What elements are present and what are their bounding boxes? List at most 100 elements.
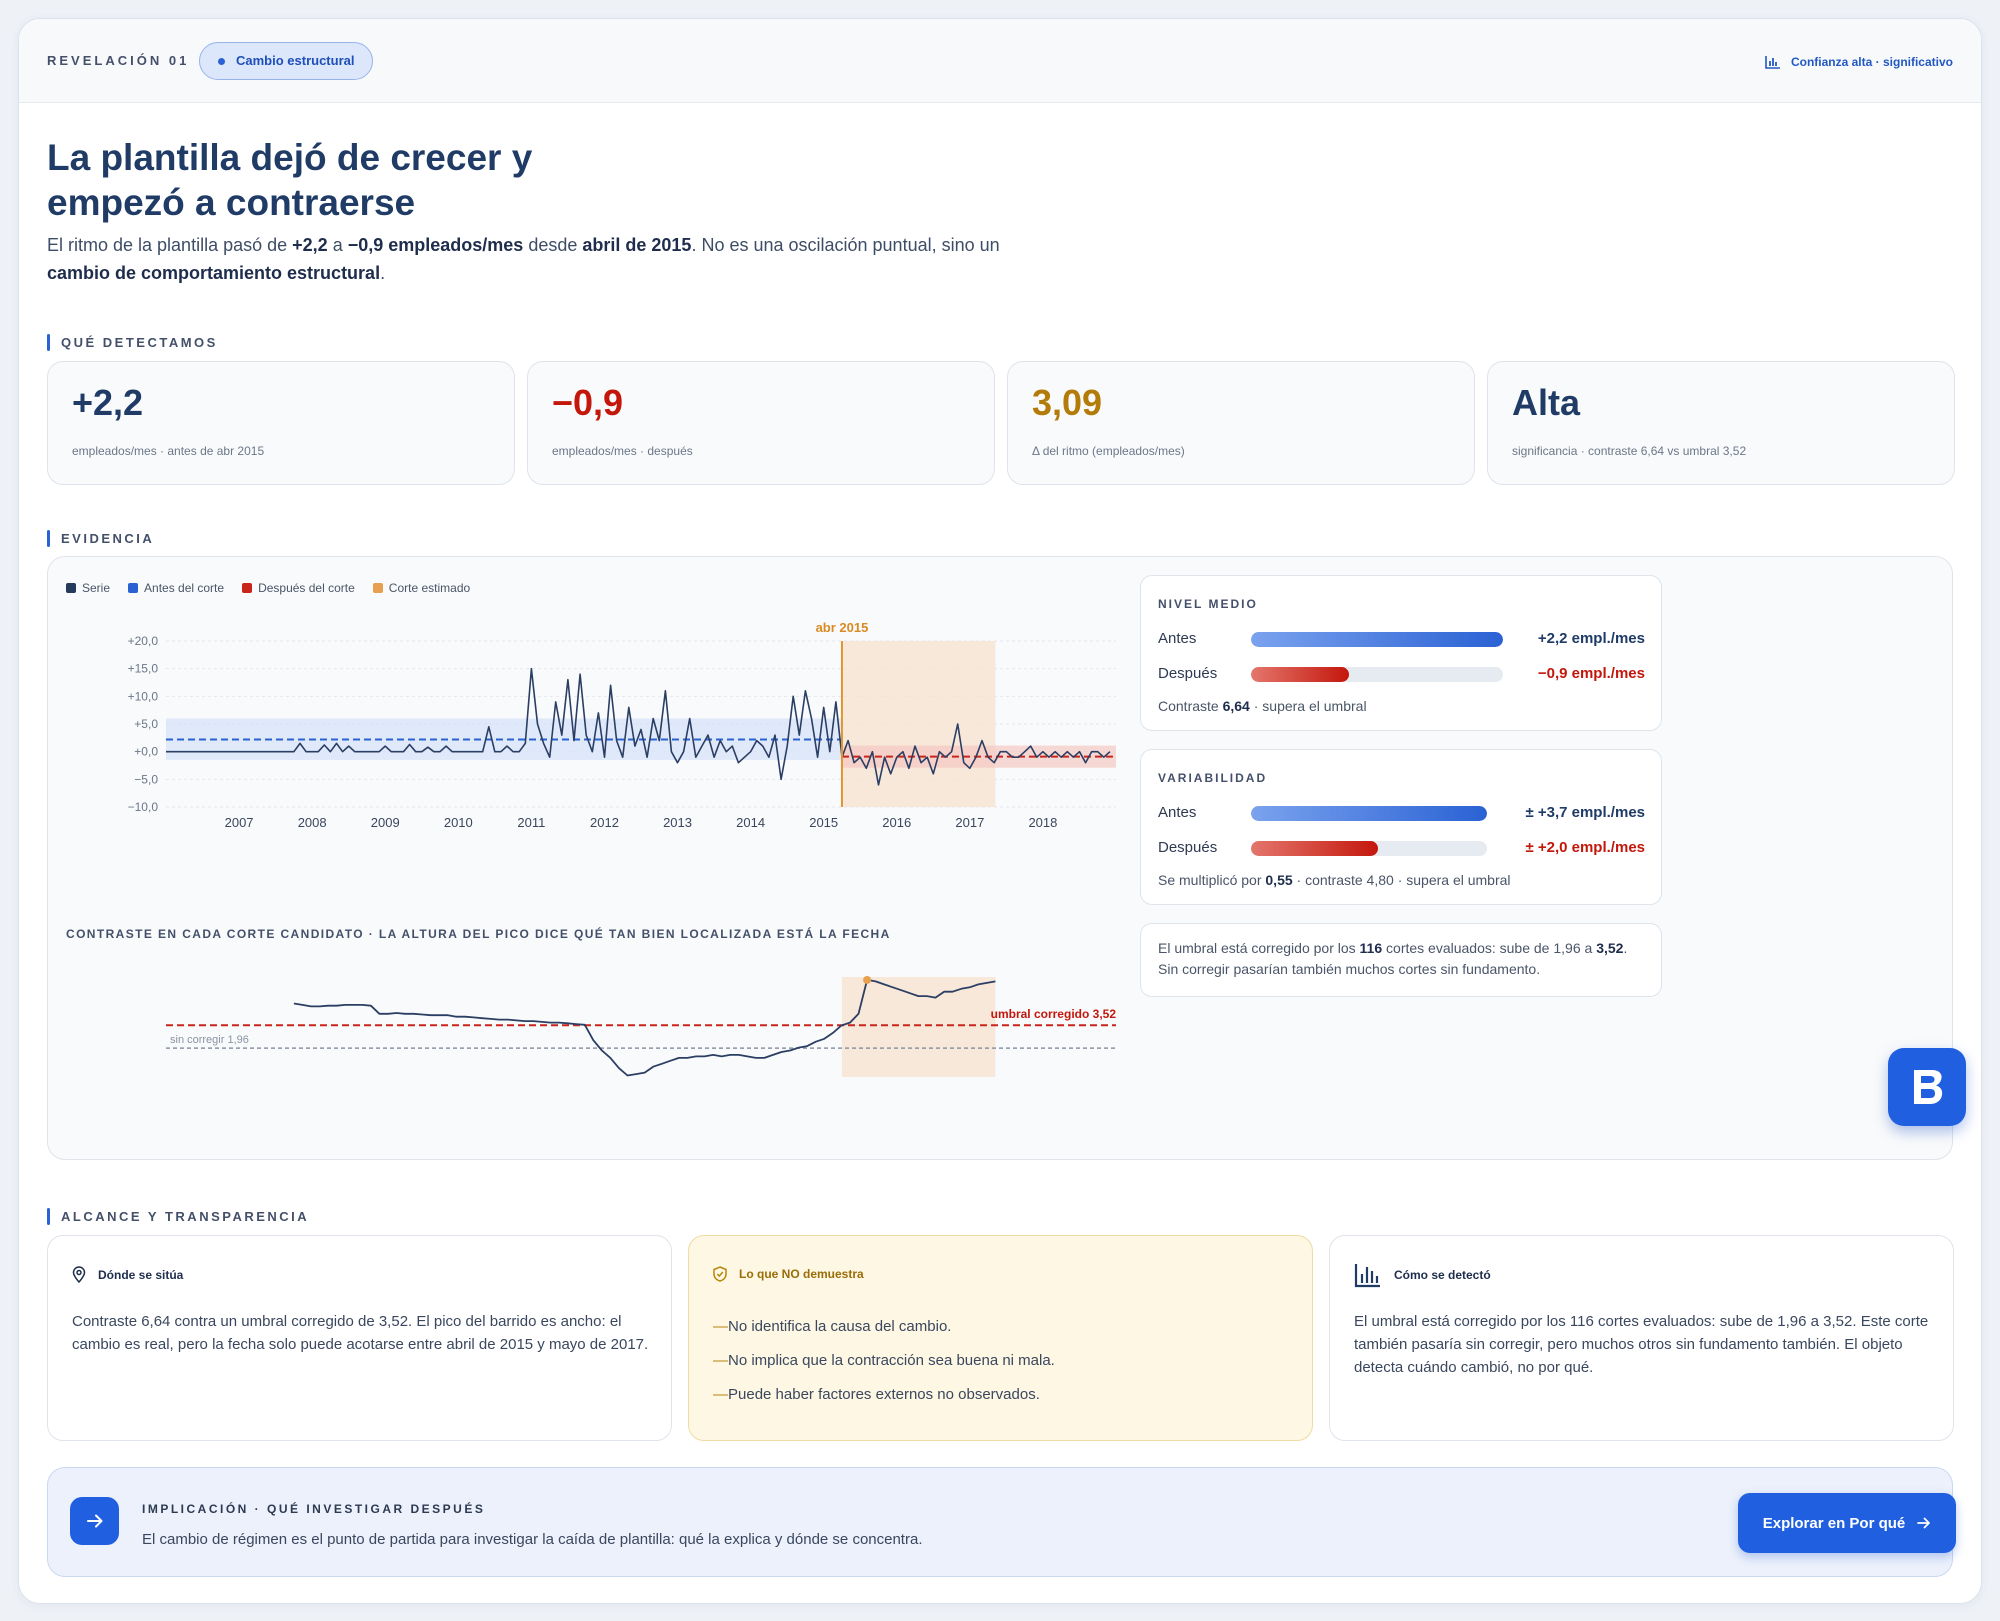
threshold-text-part: cortes evaluados: sube de 1,96 a bbox=[1382, 940, 1597, 956]
subtitle-text: . bbox=[380, 263, 386, 283]
peak-marker bbox=[863, 975, 872, 984]
level-after-bar bbox=[1251, 667, 1503, 682]
uncorrected-threshold-label: sin corregir 1,96 bbox=[170, 1034, 249, 1046]
variability-note-value: 0,55 bbox=[1265, 872, 1293, 888]
scope-not-item: —Puede haber factores externos no observ… bbox=[713, 1386, 1040, 1403]
threshold-panel: El umbral está corregido por los 116 cor… bbox=[1140, 923, 1662, 997]
kpi-card-delta: 3,09 Δ del ritmo (empleados/mes) bbox=[1007, 361, 1475, 485]
implication-banner: IMPLICACIÓN · QUÉ INVESTIGAR DESPUÉS El … bbox=[47, 1467, 1956, 1577]
top-bar: REVELACIÓN 01 Cambio estructural Confian… bbox=[19, 19, 1981, 103]
evidence-panel: Serie Antes del corte Después del corte … bbox=[47, 556, 1953, 1160]
level-note-text: Contraste bbox=[1158, 698, 1223, 714]
x-tick-label: 2016 bbox=[882, 815, 911, 830]
arrow-right-icon bbox=[70, 1497, 119, 1545]
section-evidence-heading: EVIDENCIA bbox=[47, 530, 154, 547]
bar-chart-icon bbox=[1354, 1264, 1380, 1288]
kpi-card-after: −0,9 empleados/mes · después bbox=[527, 361, 995, 485]
variability-before-label: Antes bbox=[1158, 804, 1197, 821]
x-tick-label: 2010 bbox=[444, 815, 473, 830]
kpi-value: +2,2 bbox=[72, 382, 144, 423]
y-tick-label: −10,0 bbox=[128, 800, 159, 814]
implication-title: IMPLICACIÓN · QUÉ INVESTIGAR DESPUÉS bbox=[142, 1502, 486, 1516]
threshold-text-part: . Sin corregir pasarían también muchos c… bbox=[1158, 940, 1628, 977]
subtitle-text: a bbox=[327, 235, 348, 255]
chart-legend: Serie Antes del corte Después del corte … bbox=[66, 581, 470, 595]
x-tick-label: 2013 bbox=[663, 815, 692, 830]
threshold-value: 3,52 bbox=[1596, 940, 1624, 956]
uncertainty-range bbox=[841, 641, 996, 807]
kpi-label: Δ del ritmo (empleados/mes) bbox=[1032, 444, 1185, 458]
subtitle-highlight: abril de 2015 bbox=[582, 235, 692, 255]
confidence-badge: Confianza alta · significativo bbox=[1765, 55, 1953, 69]
level-note: Contraste 6,64 · supera el umbral bbox=[1158, 698, 1367, 714]
explore-why-button[interactable]: Explorar en Por qué bbox=[1738, 1493, 1956, 1553]
arrow-right-icon bbox=[1917, 1517, 1931, 1529]
variability-after-value: ± +2,0 empl./mes bbox=[1525, 839, 1645, 856]
revelation-number: REVELACIÓN 01 bbox=[47, 53, 190, 68]
x-tick-label: 2017 bbox=[955, 815, 984, 830]
legend-label: Corte estimado bbox=[388, 581, 471, 595]
kpi-label: significancia · contraste 6,64 vs umbral… bbox=[1512, 444, 1747, 458]
kpi-card-significance: Alta significancia · contraste 6,64 vs u… bbox=[1487, 361, 1955, 485]
legend-swatch bbox=[242, 583, 253, 593]
map-pin-icon bbox=[72, 1266, 86, 1283]
brand-b-icon bbox=[1914, 1070, 1943, 1104]
pill-dot-icon bbox=[218, 58, 225, 65]
kpi-card-before: +2,2 empleados/mes · antes de abr 2015 bbox=[47, 361, 515, 485]
x-tick-label: 2008 bbox=[298, 815, 327, 830]
legend-label: Antes del corte bbox=[144, 581, 225, 595]
contrast-line bbox=[293, 979, 996, 1077]
scope-how-header: Cómo se detectó bbox=[1354, 1262, 1491, 1288]
implication-text: El cambio de régimen es el punto de part… bbox=[142, 1531, 923, 1548]
contrast-chart-title: CONTRASTE EN CADA CORTE CANDIDATO · LA A… bbox=[66, 927, 891, 941]
x-tick-label: 2007 bbox=[225, 815, 254, 830]
y-tick-label: +0,0 bbox=[134, 745, 158, 759]
kpi-value: 3,09 bbox=[1032, 382, 1103, 423]
variability-before-bar bbox=[1251, 806, 1487, 821]
series-line bbox=[166, 667, 1111, 786]
level-before-label: Antes bbox=[1158, 630, 1197, 647]
variability-after-fill bbox=[1251, 841, 1379, 856]
legend-label: Serie bbox=[82, 581, 111, 595]
scope-how-text: El umbral está corregido por los 116 cor… bbox=[1354, 1313, 1929, 1376]
variability-note: Se multiplicó por 0,55 · contraste 4,80 … bbox=[1158, 872, 1511, 888]
scope-not-item-text: Puede haber factores externos no observa… bbox=[728, 1386, 1040, 1403]
scope-where-text: Contraste 6,64 contra un umbral corregid… bbox=[72, 1313, 649, 1353]
legend-label: Después del corte bbox=[258, 581, 355, 595]
variability-before-value: ± +3,7 empl./mes bbox=[1525, 804, 1645, 821]
variability-after-bar bbox=[1251, 841, 1487, 856]
kpi-value: −0,9 bbox=[552, 382, 624, 423]
x-tick-label: 2018 bbox=[1028, 815, 1057, 830]
x-tick-label: 2011 bbox=[517, 815, 545, 830]
x-tick-label: 2015 bbox=[809, 815, 838, 830]
legend-item: Corte estimado bbox=[372, 581, 471, 595]
corrected-threshold-label: umbral corregido 3,52 bbox=[991, 1007, 1117, 1021]
variability-after-label: Después bbox=[1158, 839, 1218, 856]
subtitle-text: El ritmo de la plantilla pasó de bbox=[47, 235, 293, 255]
subtitle-highlight: +2,2 bbox=[292, 235, 328, 255]
status-pill[interactable]: Cambio estructural bbox=[199, 42, 374, 80]
brand-logo-button[interactable] bbox=[1888, 1048, 1966, 1126]
scope-where-title: Dónde se sitúa bbox=[98, 1267, 184, 1282]
level-panel: NIVEL MEDIO Antes +2,2 empl./mes Después… bbox=[1140, 575, 1662, 731]
break-label: abr 2015 bbox=[816, 620, 869, 635]
scope-not-title: Lo que NO demuestra bbox=[739, 1267, 864, 1281]
level-note-text: · supera el umbral bbox=[1249, 698, 1367, 714]
scope-how-title: Cómo se detectó bbox=[1394, 1268, 1491, 1282]
contrast-scan-chart: umbral corregido 3,52 sin corregir 1,96 bbox=[166, 975, 1117, 1077]
legend-item: Después del corte bbox=[242, 581, 355, 595]
y-tick-label: +5,0 bbox=[134, 717, 158, 731]
uncertainty-range bbox=[841, 977, 996, 1077]
subtitle-highlight: cambio de comportamiento estructural bbox=[47, 263, 381, 283]
legend-swatch bbox=[66, 583, 76, 593]
kpi-label: empleados/mes · después bbox=[552, 444, 693, 458]
y-tick-label: +10,0 bbox=[128, 689, 159, 703]
scope-not-item-text: No identifica la causa del cambio. bbox=[728, 1318, 952, 1335]
variability-title: VARIABILIDAD bbox=[1158, 771, 1268, 785]
y-tick-label: +20,0 bbox=[128, 634, 159, 648]
legend-item: Serie bbox=[66, 581, 110, 595]
variability-note-text: · contraste 4,80 · supera el umbral bbox=[1292, 872, 1511, 888]
x-tick-label: 2009 bbox=[371, 815, 400, 830]
kpi-label: empleados/mes · antes de abr 2015 bbox=[72, 444, 265, 458]
kpi-value: Alta bbox=[1512, 382, 1581, 423]
